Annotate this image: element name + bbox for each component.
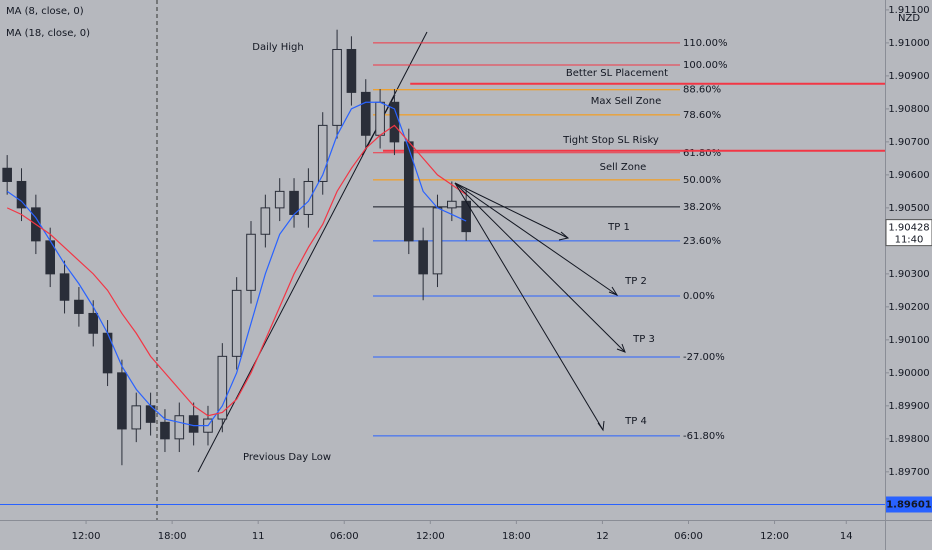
annotation: Better SL Placement xyxy=(566,68,668,79)
y-tick-label: 1.90100 xyxy=(888,335,929,346)
arrow xyxy=(454,182,604,431)
candle-body xyxy=(246,233,256,291)
current-price: 1.90428 xyxy=(888,223,929,234)
y-tick-label: 1.89800 xyxy=(888,434,929,445)
candle-body xyxy=(432,207,443,275)
x-tick-label: 06:00 xyxy=(674,531,703,542)
annotation: Previous Day Low xyxy=(243,452,331,463)
candle-body xyxy=(346,48,357,93)
y-tick-label: 1.90900 xyxy=(888,71,929,82)
y-tick-label: 1.91000 xyxy=(888,38,929,49)
fib-label: -27.00% xyxy=(683,352,725,363)
x-tick-label: 12:00 xyxy=(72,531,101,542)
annotation: TP 4 xyxy=(624,416,647,427)
candle-body xyxy=(360,91,371,136)
currency: NZD xyxy=(898,13,920,24)
arrow-head xyxy=(558,231,570,241)
price-badge xyxy=(886,496,932,513)
fib-label: 23.60% xyxy=(683,236,721,247)
annotation: TP 1 xyxy=(607,222,630,233)
y-tick-label: 1.89900 xyxy=(888,401,929,412)
annotation: TP 3 xyxy=(632,334,655,345)
fib-label: -61.80% xyxy=(683,431,725,442)
arrow-head xyxy=(608,286,619,296)
x-tick-label: 11 xyxy=(252,531,265,542)
candle-body xyxy=(303,180,314,215)
y-tick-label: 1.90600 xyxy=(888,170,929,181)
y-tick-label: 1.90800 xyxy=(888,104,929,115)
x-tick-label: 14 xyxy=(840,531,853,542)
candle-body xyxy=(160,421,170,440)
y-tick-label: 1.89700 xyxy=(888,467,929,478)
countdown: 11:40 xyxy=(895,235,924,246)
candle-body xyxy=(88,312,99,334)
candle-body xyxy=(2,167,12,182)
candle-body xyxy=(418,240,428,275)
candle-body xyxy=(131,405,142,430)
candle-body xyxy=(188,415,199,433)
candle-body xyxy=(317,124,328,182)
moving-average xyxy=(6,124,467,417)
arrow-head xyxy=(616,343,626,353)
candle-body xyxy=(447,200,457,209)
fib-label: 61.80% xyxy=(683,148,721,159)
fib-label: 50.00% xyxy=(683,175,721,186)
moving-average xyxy=(6,101,467,427)
legend-entry: MA (18, close, 0) xyxy=(6,28,90,39)
fib-label: 110.00% xyxy=(683,38,728,49)
fib-label: 38.20% xyxy=(683,202,721,213)
candle-body xyxy=(16,180,27,209)
candle-body xyxy=(274,190,285,209)
arrow xyxy=(454,182,626,353)
fib-label: 100.00% xyxy=(683,60,728,71)
x-tick-label: 18:00 xyxy=(502,531,531,542)
arrows xyxy=(454,182,626,432)
y-tick-label: 1.90200 xyxy=(888,302,929,313)
y-tick-label: 1.90000 xyxy=(888,368,929,379)
candle-body xyxy=(74,299,84,314)
current-price-badge xyxy=(885,219,932,247)
fib-label: 0.00% xyxy=(683,291,715,302)
arrow xyxy=(454,182,569,239)
annotation: Sell Zone xyxy=(600,162,647,173)
annotation: Tight Stop SL Risky xyxy=(562,135,659,146)
candle-body xyxy=(217,355,228,420)
x-tick-label: 06:00 xyxy=(330,531,359,542)
x-tick-label: 12:00 xyxy=(760,531,789,542)
candle-body xyxy=(59,273,70,301)
fib-label: 78.60% xyxy=(683,110,721,121)
candle-body xyxy=(174,415,185,440)
y-tick-label: 1.90500 xyxy=(888,203,929,214)
x-tick-label: 12:00 xyxy=(416,531,445,542)
arrow-head xyxy=(597,420,605,432)
y-tick-label: 1.90300 xyxy=(888,269,929,280)
arrow xyxy=(454,182,618,296)
candle-body xyxy=(231,289,242,357)
x-tick-label: 18:00 xyxy=(158,531,187,542)
candle-body xyxy=(117,372,127,430)
x-tick-label: 12 xyxy=(596,531,609,542)
annotation: TP 2 xyxy=(624,276,647,287)
legend-entry: MA (8, close, 0) xyxy=(6,6,84,17)
annotation: Daily High xyxy=(252,42,303,53)
fib-label: 88.60% xyxy=(683,85,721,96)
candle-body xyxy=(332,48,342,126)
annotation: Max Sell Zone xyxy=(591,96,662,107)
y-tick-label: 1.91100 xyxy=(888,5,929,16)
candle-body xyxy=(260,207,271,235)
y-tick-label: 1.90700 xyxy=(888,137,929,148)
price-badge-label: 1.89601 xyxy=(886,499,932,510)
candle-body xyxy=(375,101,385,136)
